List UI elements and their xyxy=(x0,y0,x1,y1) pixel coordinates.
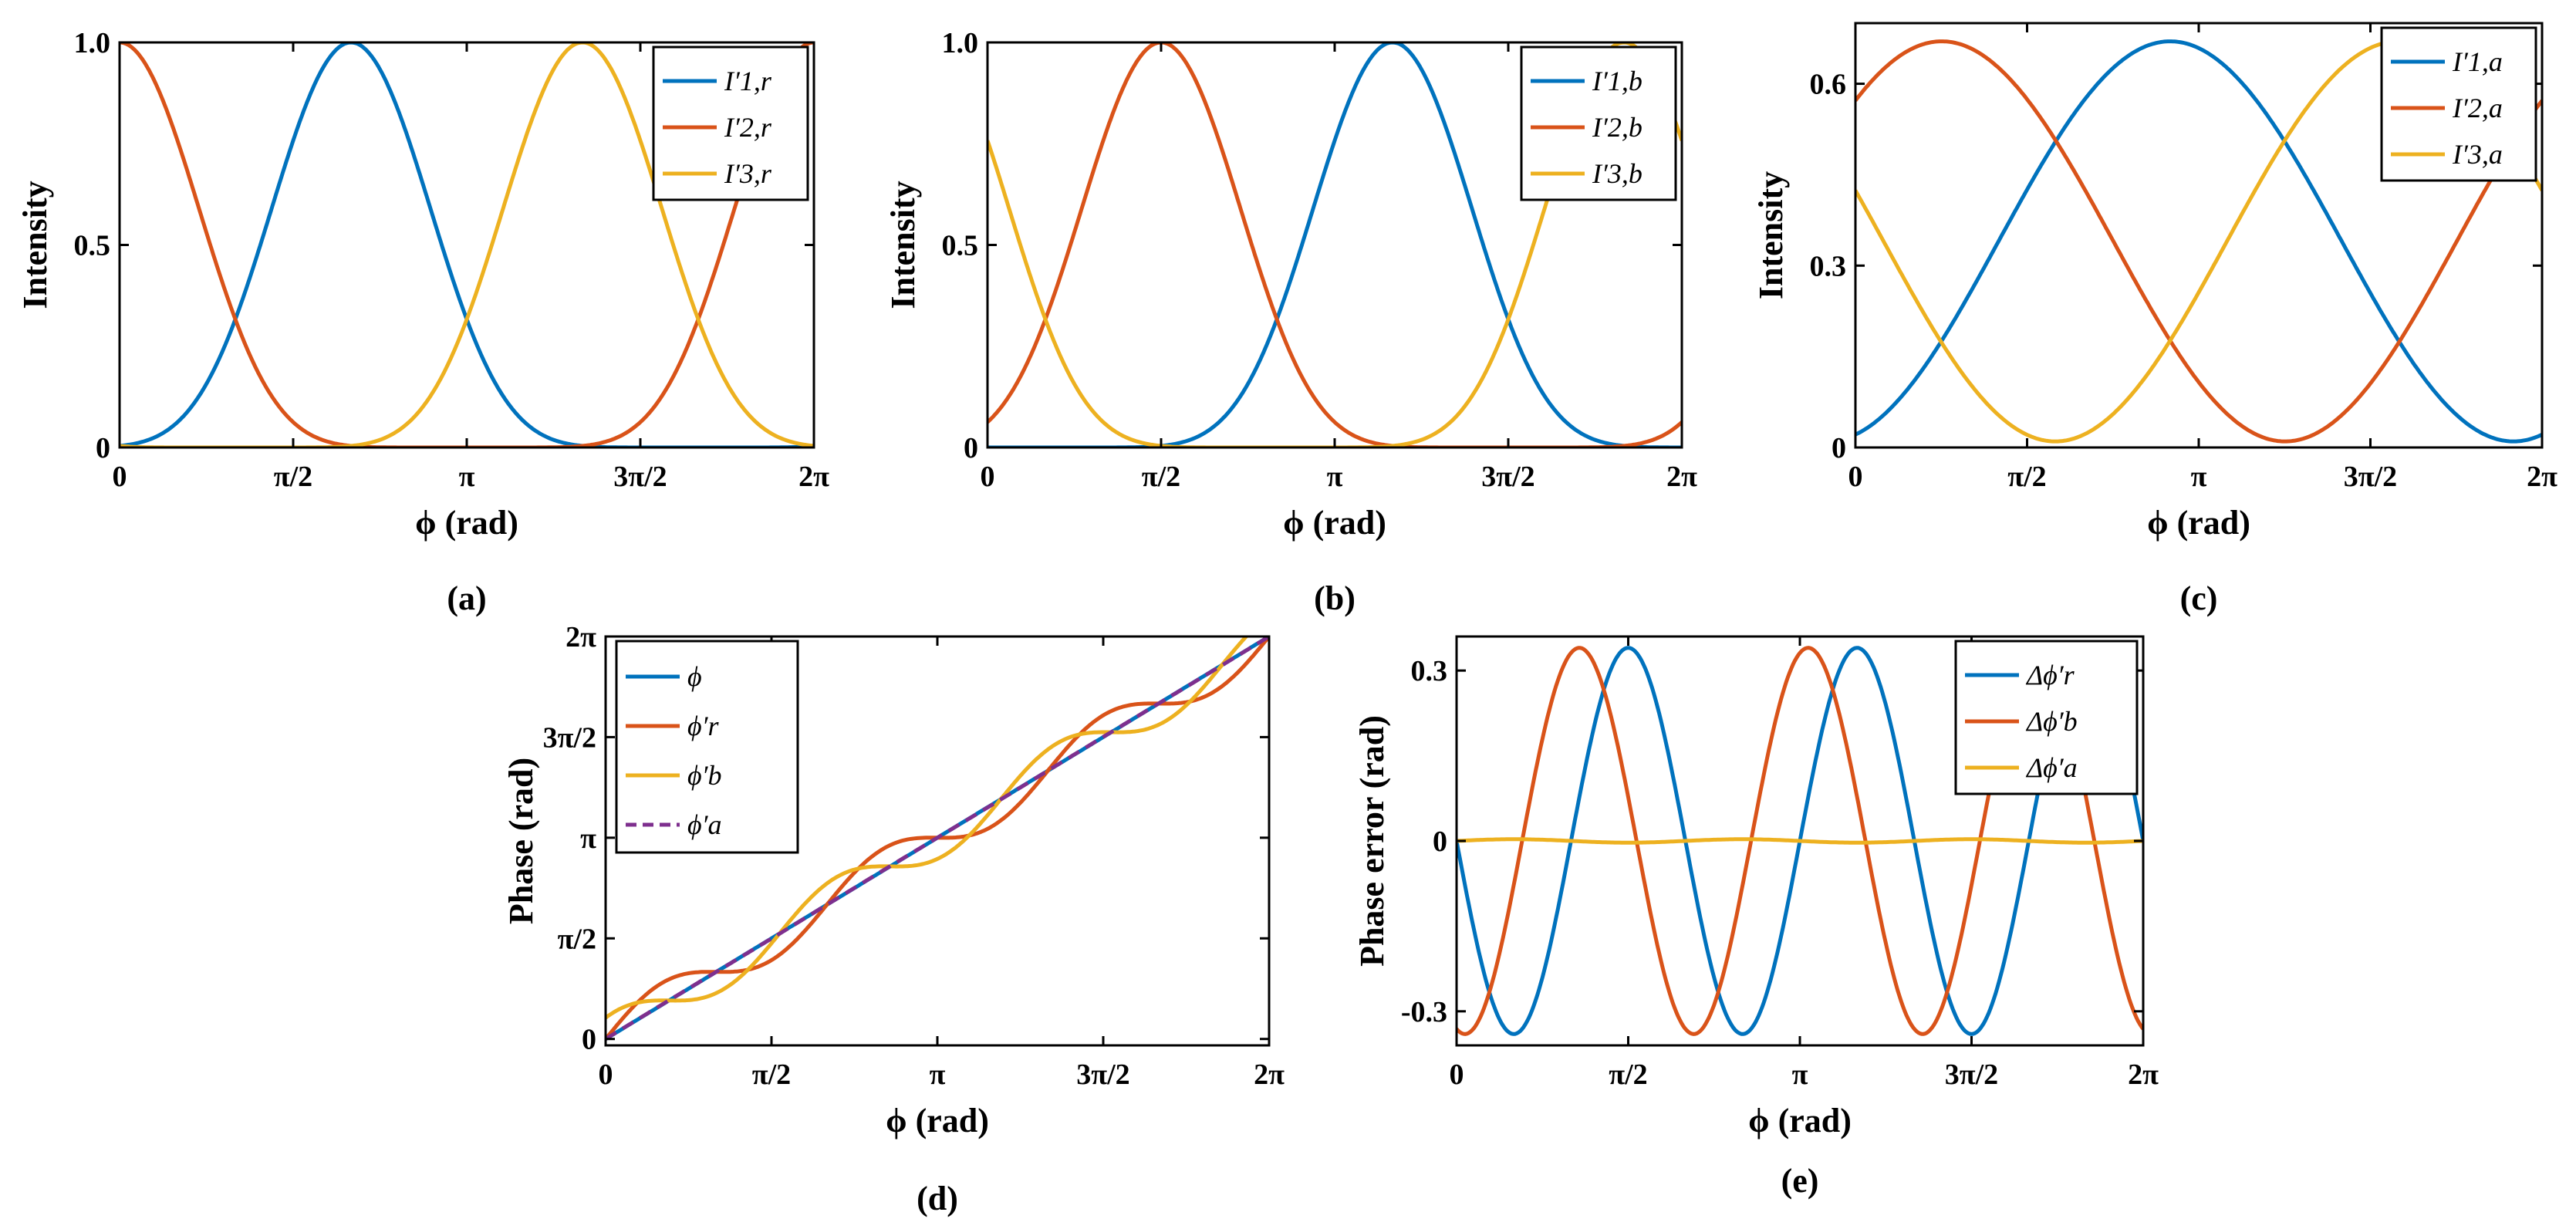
series-line-3 xyxy=(1457,837,2143,845)
legend-entry: I′3,r xyxy=(724,158,772,189)
chart-panel-e: 0 π/2 π 3π/2 2π-0.300.3ϕ (rad)Phase error (r… xyxy=(1353,635,2159,1200)
panel-label: (c) xyxy=(2180,579,2218,617)
legend: Δϕ′r Δϕ′b Δϕ′a xyxy=(1954,640,2139,795)
y-tick-label: 0 xyxy=(96,432,110,464)
x-tick-label: π/2 xyxy=(752,1058,791,1091)
chart-panel-b: 0 π/2 π 3π/2 2π 0 0.5 1.0 ϕ (rad) Intensity (b) I′1… xyxy=(884,27,1697,617)
x-tick-label: 2π xyxy=(2128,1058,2159,1091)
x-tick-label: 0 xyxy=(1848,461,1863,493)
x-tick-label: 0 xyxy=(1450,1058,1464,1091)
legend-entry: I′3,a xyxy=(2452,139,2503,170)
legend: I′1,a I′2,a I′3,a xyxy=(2380,26,2537,182)
series-line-1 xyxy=(988,42,1682,447)
chart-panel-a: 0 π/2 π 3π/2 2π 0 0.5 1.0 ϕ (rad) Intensity (a) I′1… xyxy=(16,27,829,617)
x-tick-label: 0 xyxy=(981,461,995,493)
y-tick-label: 0.5 xyxy=(942,230,979,262)
legend-entry: ϕ′r xyxy=(687,711,720,741)
panel-label: (d) xyxy=(917,1180,958,1217)
y-tick-label: 0 xyxy=(1832,432,1846,464)
y-tick-label: π xyxy=(580,822,596,855)
chart-panel-c: 0 π/2 π 3π/2 2π 0 0.3 0.6 ϕ (rad) Intensity (c) I′1… xyxy=(1752,22,2557,617)
legend-entry: I′2,r xyxy=(724,112,772,143)
y-tick-label: 0.5 xyxy=(74,230,111,262)
y-axis-label: Intensity xyxy=(1752,171,1790,299)
panel-label: (b) xyxy=(1314,579,1356,617)
x-tick-label: 2π xyxy=(2527,461,2557,493)
y-tick-label: 0.3 xyxy=(1810,250,1847,282)
legend-entry: I′1,b xyxy=(1592,66,1642,96)
legend-entry: I′1,a xyxy=(2452,46,2503,77)
legend-entry: I′2,a xyxy=(2452,93,2503,123)
y-axis-label: Intensity xyxy=(16,181,54,309)
x-tick-label: 0 xyxy=(599,1058,613,1091)
series-line-3 xyxy=(606,636,1249,1020)
chart-panel-d: 0 π/2 π 3π/2 2π 0 π/2 π 3π/2 2π ϕ (rad) Phase (rad)… xyxy=(502,621,1285,1217)
panel-label: (a) xyxy=(447,579,486,617)
y-tick-label: 2π xyxy=(566,621,596,653)
y-tick-label: 0 xyxy=(582,1024,596,1056)
y-tick-label: 0.6 xyxy=(1810,69,1847,101)
legend-entry: Δϕ′b xyxy=(2025,706,2078,737)
y-tick-label: 0 xyxy=(964,432,978,464)
x-axis-label: ϕ (rad) xyxy=(2147,504,2250,542)
x-tick-label: 3π/2 xyxy=(1945,1058,1998,1091)
y-tick-label: 1.0 xyxy=(942,27,979,59)
legend-entry: ϕ′b xyxy=(687,760,722,791)
y-tick-label: π/2 xyxy=(558,923,596,955)
y-axis-label: Phase (rad) xyxy=(502,758,540,924)
x-tick-label: π/2 xyxy=(274,461,312,493)
y-tick-label: 3π/2 xyxy=(543,721,596,754)
x-tick-label: π xyxy=(459,461,475,493)
legend-entry: I′2,b xyxy=(1592,112,1642,143)
x-tick-label: 3π/2 xyxy=(2344,461,2397,493)
x-tick-label: π xyxy=(2191,461,2207,493)
series-line-3 xyxy=(120,42,814,447)
legend: I′1,b I′2,b I′3,b xyxy=(1520,46,1677,201)
legend-entry: ϕ′a xyxy=(687,809,722,840)
panel-label: (e) xyxy=(1781,1162,1819,1200)
x-axis-label: ϕ (rad) xyxy=(1748,1102,1852,1140)
legend: I′1,r I′2,r I′3,r xyxy=(652,46,809,201)
legend: ϕ ϕ′r ϕ′b ϕ′a xyxy=(615,640,799,854)
x-tick-label: 0 xyxy=(113,461,127,493)
series-line-2 xyxy=(988,42,1682,447)
x-tick-label: 3π/2 xyxy=(1076,1058,1129,1091)
legend-entry: Δϕ′r xyxy=(2025,660,2075,690)
x-tick-label: π/2 xyxy=(2007,461,2046,493)
legend-entry: I′1,r xyxy=(724,66,772,96)
legend-entry: ϕ xyxy=(687,661,702,692)
x-tick-label: 3π/2 xyxy=(613,461,667,493)
x-axis-label: ϕ (rad) xyxy=(1283,504,1386,542)
legend-entry: Δϕ′a xyxy=(2025,752,2078,783)
y-tick-label: 0.3 xyxy=(1411,655,1448,687)
x-axis-label: ϕ (rad) xyxy=(886,1102,989,1140)
x-tick-label: π xyxy=(930,1058,946,1091)
x-tick-label: 3π/2 xyxy=(1481,461,1534,493)
y-tick-label: 0 xyxy=(1433,826,1447,858)
y-axis-label: Intensity xyxy=(884,181,922,309)
x-tick-label: 2π xyxy=(798,461,829,493)
x-tick-label: 2π xyxy=(1254,1058,1285,1091)
y-axis-label: Phase error (rad) xyxy=(1353,715,1391,967)
x-tick-label: π xyxy=(1327,461,1343,493)
y-tick-label: -0.3 xyxy=(1401,996,1447,1028)
x-tick-label: 2π xyxy=(1666,461,1697,493)
series-line-1 xyxy=(1855,39,2542,444)
x-tick-label: π/2 xyxy=(1609,1058,1647,1091)
x-axis-label: ϕ (rad) xyxy=(415,504,518,542)
x-tick-label: π xyxy=(1792,1058,1808,1091)
y-tick-label: 1.0 xyxy=(74,27,111,59)
series-line-2 xyxy=(1855,39,2542,444)
x-tick-label: π/2 xyxy=(1142,461,1180,493)
legend-entry: I′3,b xyxy=(1592,158,1642,189)
series-line-4 xyxy=(606,636,1269,1041)
